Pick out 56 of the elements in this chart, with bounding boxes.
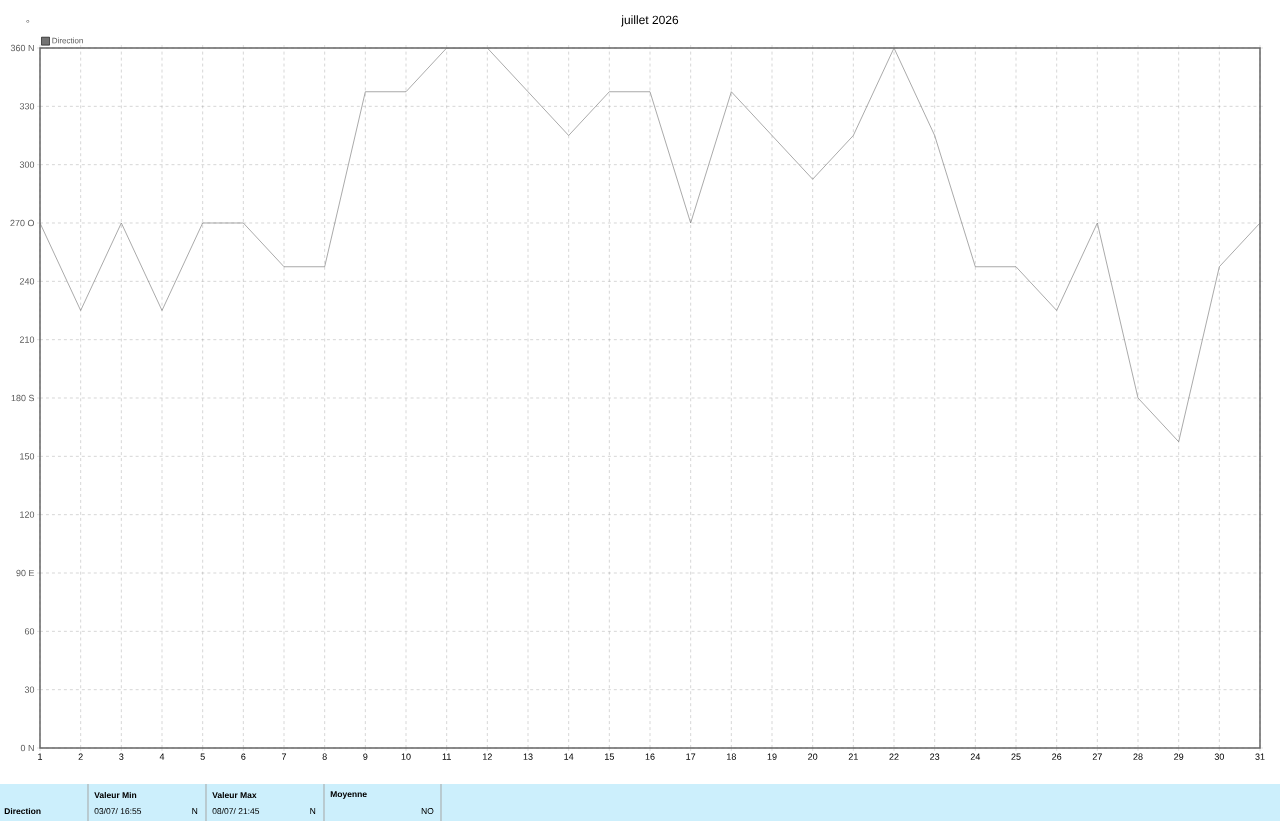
x-tick-label: 17	[686, 753, 696, 760]
y-tick-label: 270 O	[10, 219, 35, 227]
x-tick-label: 18	[727, 753, 736, 760]
x-tick-label: 25	[1011, 753, 1021, 760]
legend-label: Direction	[52, 37, 83, 44]
x-tick-label: 26	[1052, 753, 1062, 760]
x-tick-label: 29	[1174, 753, 1184, 760]
x-tick-label: 3	[119, 753, 124, 760]
x-tick-label: 1	[38, 753, 43, 760]
x-tick-label: 11	[442, 753, 451, 760]
x-tick-label: 22	[889, 753, 899, 760]
x-tick-label: 9	[363, 753, 368, 760]
y-tick-label: 0 N	[20, 744, 34, 752]
x-tick-label: 12	[483, 753, 492, 760]
text: Moyenne	[330, 791, 367, 799]
y-tick-label: 120	[20, 511, 35, 518]
x-tick-label: 4	[159, 753, 165, 760]
y-tick-label: 330	[19, 103, 35, 110]
x-tick-label: 30	[1214, 753, 1224, 760]
y-tick-label: 60	[24, 628, 35, 635]
x-tick-label: 24	[970, 753, 981, 760]
x-tick-label: 31	[1255, 753, 1265, 760]
y-tick-label: 30	[24, 686, 35, 693]
x-tick-label: 5	[200, 753, 205, 760]
y-tick-label: 240	[19, 278, 35, 285]
y-tick-label: 360 N	[10, 44, 34, 52]
text: NO	[421, 807, 434, 814]
x-tick-label: 15	[605, 753, 614, 760]
y-tick-label: 180 S	[11, 394, 35, 402]
x-tick-label: 13	[523, 753, 533, 760]
text: Direction	[4, 807, 41, 815]
chart-title: juillet 2026	[621, 15, 679, 27]
x-tick-label: 8	[322, 753, 327, 760]
x-tick-label: 28	[1133, 753, 1143, 760]
x-tick-label: 16	[645, 753, 655, 760]
y-tick-label: 90 E	[16, 569, 35, 577]
text: N	[192, 808, 198, 814]
x-tick-label: 6	[241, 753, 246, 760]
x-tick-label: 21	[848, 753, 858, 760]
text: Valeur Min	[94, 791, 137, 799]
y-tick-label: 210	[19, 336, 35, 343]
x-tick-label: 10	[401, 753, 411, 760]
x-tick-label: 2	[78, 753, 83, 760]
text: 08/07/ 21:45	[212, 807, 260, 815]
x-tick-label: 7	[281, 753, 287, 760]
x-tick-label: 23	[930, 753, 940, 760]
x-tick-label: 19	[767, 753, 777, 760]
y-axis-title: °	[26, 20, 30, 23]
x-tick-label: 14	[564, 753, 574, 760]
y-tick-label: 150	[20, 453, 35, 460]
text: N	[310, 808, 316, 814]
x-tick-label: 20	[808, 753, 818, 760]
text: 03/07/ 16:55	[94, 807, 142, 815]
x-tick-label: 27	[1092, 753, 1102, 760]
text: Valeur Max	[212, 791, 257, 799]
y-tick-label: 300	[19, 161, 35, 168]
